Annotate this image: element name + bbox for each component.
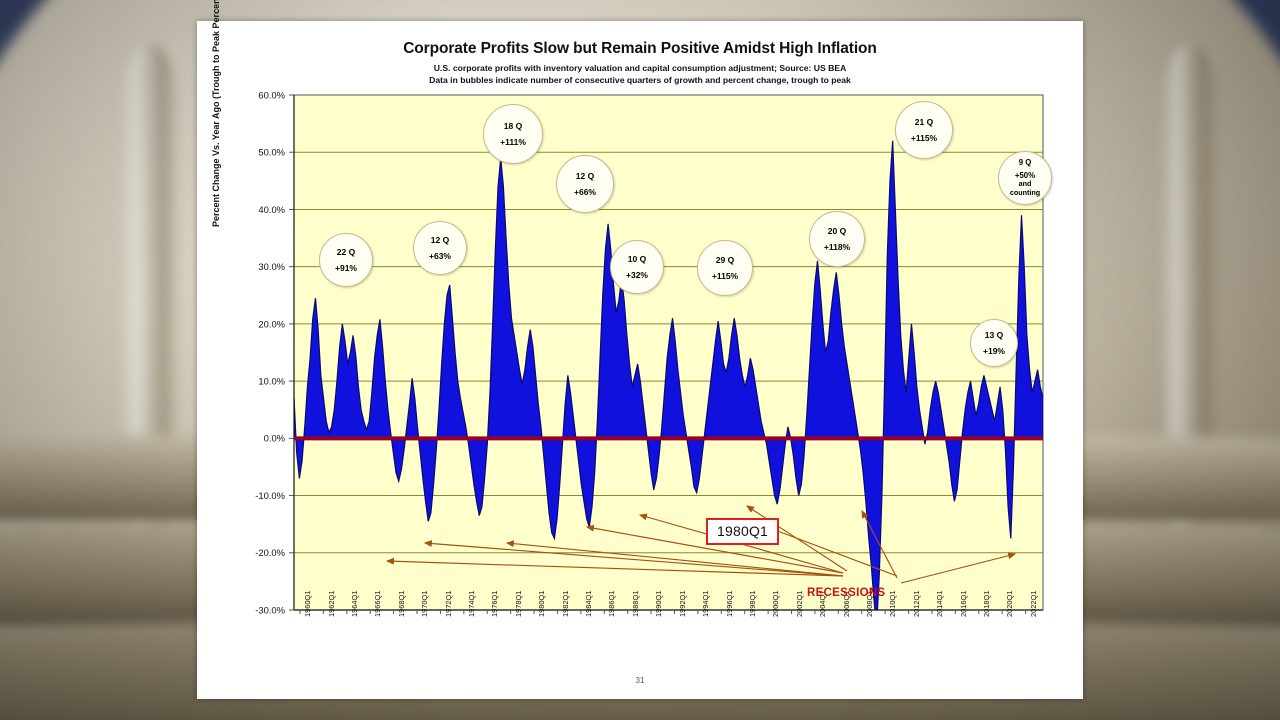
growth-bubble: 9 Q +50% and counting <box>998 151 1052 205</box>
chart-canvas: 60.0% 50.0% 40.0% 30.0% 20.0% 10.0% 0.0% -10.0%… <box>255 89 1044 615</box>
svg-text:40.0%: 40.0% <box>258 204 285 215</box>
slide-subtitle-source: U.S. corporate profits with inventory va… <box>433 63 847 73</box>
growth-bubble: 21 Q +115% <box>895 101 953 159</box>
bubble-quarters: 20 Q <box>827 225 847 236</box>
bubble-percent: +115% <box>910 133 938 143</box>
x-axis-tick-label: 2020Q1 <box>1005 590 1015 617</box>
svg-text:10.0%: 10.0% <box>258 376 285 387</box>
x-axis-tick-label: 2016Q1 <box>958 590 968 617</box>
bubble-extra-note: and counting <box>1009 179 1041 197</box>
bubble-percent: +111% <box>500 137 526 147</box>
bubble-percent: +63% <box>429 251 451 261</box>
svg-text:-10.0%: -10.0% <box>255 490 285 501</box>
page-title: Corporate Profits Slow but Remain Positi… <box>403 40 877 57</box>
svg-text:60.0%: 60.0% <box>258 89 285 100</box>
x-axis-tick-label: 1960Q1 <box>303 590 313 617</box>
x-axis-tick-label: 2000Q1 <box>771 590 781 617</box>
x-axis-tick-label: 1994Q1 <box>701 590 711 617</box>
svg-text:0.0%: 0.0% <box>264 433 285 444</box>
bubble-quarters: 29 Q <box>715 254 735 265</box>
x-axis-tick-label: 2022Q1 <box>1028 590 1038 617</box>
x-axis-tick-label: 1962Q1 <box>326 590 336 617</box>
x-axis-tick-label: 1974Q1 <box>467 590 477 617</box>
growth-bubble: 10 Q +32% <box>610 240 664 294</box>
x-axis-tick-label: 1978Q1 <box>513 590 523 617</box>
x-axis-tick-label: 1986Q1 <box>607 590 617 617</box>
x-axis-tick-label: 1984Q1 <box>584 590 594 617</box>
bubble-quarters: 13 Q <box>984 329 1004 340</box>
x-axis-tick-label: 2012Q1 <box>911 590 921 617</box>
bubble-quarters: 21 Q <box>914 116 934 127</box>
x-axis-tick-label: 1988Q1 <box>630 590 640 617</box>
svg-text:-30.0%: -30.0% <box>255 604 285 615</box>
x-axis-tick-label: 1992Q1 <box>677 590 687 617</box>
bubble-percent: +115% <box>711 271 739 281</box>
x-axis-tick-label: 1982Q1 <box>560 590 570 617</box>
bubble-percent: +50% <box>1014 170 1036 180</box>
x-axis-tick-label: 1980Q1 <box>537 590 547 617</box>
x-axis-tick-label: 2002Q1 <box>794 590 804 617</box>
x-axis-tick-label: 1966Q1 <box>373 590 383 617</box>
slide-subtitle-bubbles: Data in bubbles indicate number of conse… <box>429 75 851 85</box>
presentation-slide: Corporate Profits Slow but Remain Positi… <box>197 0 1083 699</box>
growth-bubble: 18 Q +111% <box>483 104 543 164</box>
x-axis-tick-label: 1998Q1 <box>747 590 757 617</box>
bubble-percent: +118% <box>823 242 851 252</box>
x-axis-tick-label: 1976Q1 <box>490 590 500 617</box>
bubble-quarters: 9 Q <box>1018 158 1032 168</box>
x-axis-tick-label: 1970Q1 <box>420 590 430 617</box>
svg-text:20.0%: 20.0% <box>258 318 285 329</box>
bubble-quarters: 12 Q <box>575 170 595 181</box>
growth-bubble: 12 Q +63% <box>413 221 467 275</box>
x-axis-tick-label: 1964Q1 <box>350 590 359 617</box>
bubble-quarters: 12 Q <box>430 234 450 245</box>
growth-bubble: 20 Q +118% <box>809 211 865 267</box>
growth-bubble: 12 Q +66% <box>556 155 614 213</box>
x-axis-tick-label: 2018Q1 <box>981 590 991 617</box>
chart: Percent Change Vs. Year Ago (Trough to P… <box>197 0 1083 699</box>
growth-bubble: 22 Q +91% <box>319 233 373 287</box>
growth-bubble: 13 Q +19% <box>970 319 1018 367</box>
bubble-percent: +32% <box>626 270 648 280</box>
x-axis-tick-label: 1996Q1 <box>724 590 734 617</box>
recessions-label: RECESSIONS <box>807 587 886 599</box>
growth-bubble: 29 Q +115% <box>697 240 753 296</box>
x-axis-tick-label: 2014Q1 <box>935 590 945 617</box>
x-axis-tick-label: 1972Q1 <box>443 590 453 617</box>
svg-text:50.0%: 50.0% <box>258 147 285 158</box>
bubble-percent: +19% <box>983 346 1005 356</box>
bubble-quarters: 18 Q <box>503 120 523 131</box>
year-callout-1980q1: 1980Q1 <box>706 518 780 545</box>
x-axis-tick-label: 1990Q1 <box>654 590 664 617</box>
bubble-percent: +91% <box>335 263 357 273</box>
x-axis-tick-label: 2010Q1 <box>888 590 898 617</box>
svg-text:-20.0%: -20.0% <box>255 547 285 558</box>
bubble-percent: +66% <box>574 187 596 197</box>
bubble-quarters: 10 Q <box>627 253 647 264</box>
svg-text:30.0%: 30.0% <box>258 261 285 272</box>
bubble-quarters: 22 Q <box>336 246 356 257</box>
x-axis-tick-label: 1968Q1 <box>396 590 406 617</box>
page-number: 31 <box>635 676 645 685</box>
